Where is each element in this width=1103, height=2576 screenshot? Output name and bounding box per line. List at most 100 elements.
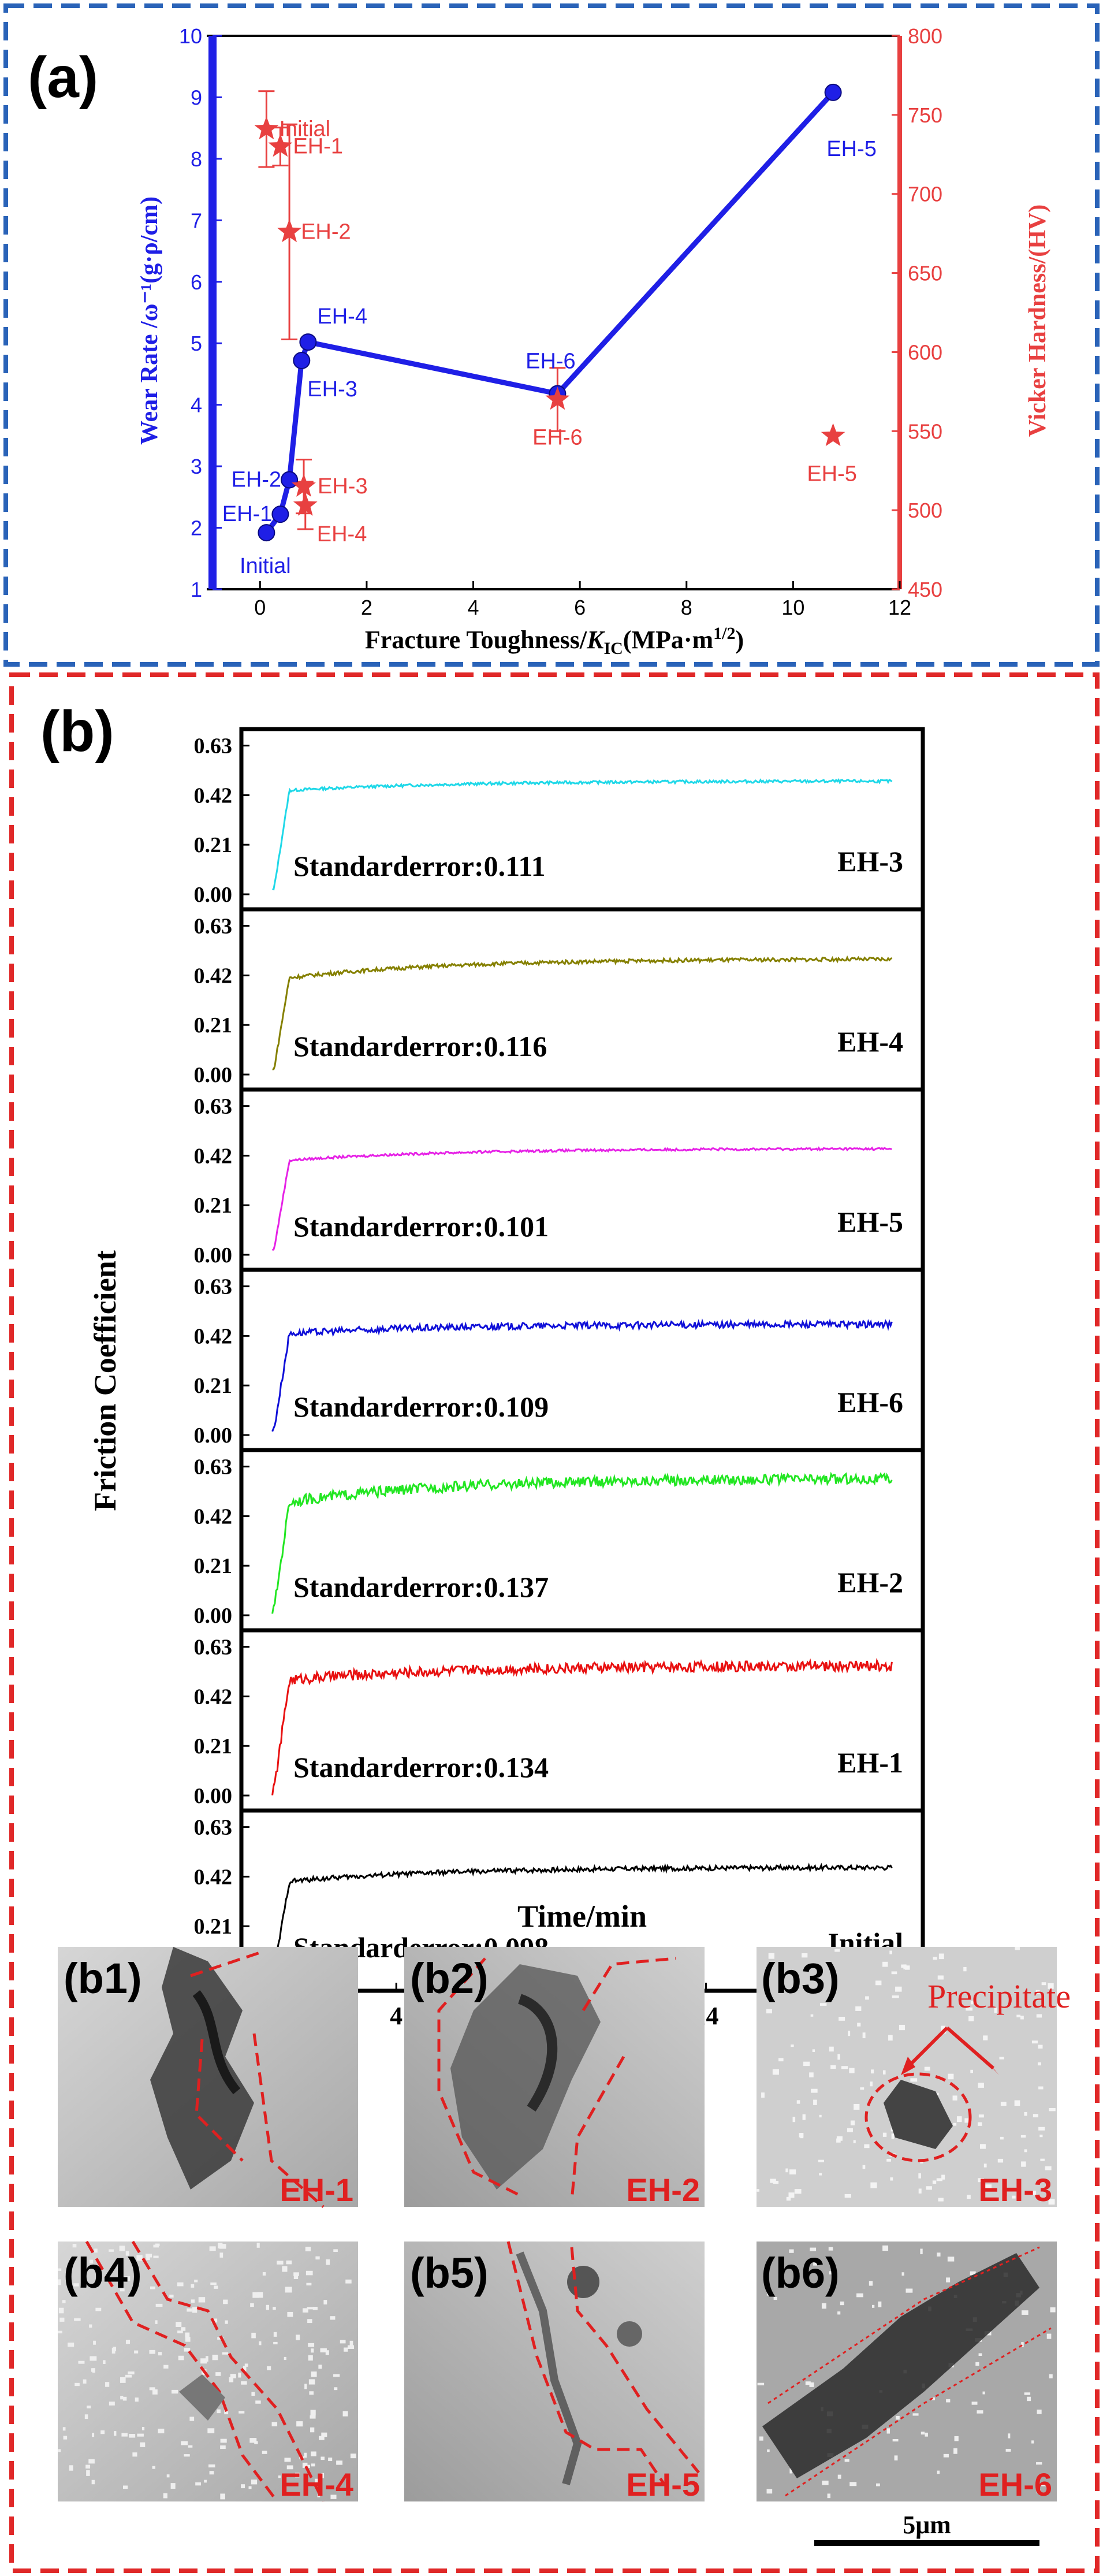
texture-dot (1036, 2489, 1041, 2493)
texture-dot (1040, 2482, 1047, 2486)
wear-point-label: EH-6 (526, 350, 576, 374)
texture-dot (87, 2405, 91, 2408)
texture-dot (946, 2399, 951, 2403)
panel-a-axes (207, 35, 902, 590)
texture-dot (295, 2473, 300, 2478)
y-tick-label-friction: 0.21 (194, 1013, 233, 1038)
texture-dot (251, 2392, 255, 2396)
texture-dot (837, 2311, 841, 2315)
texture-dot (191, 2284, 195, 2288)
stderr-label: Standarderror:0.111 (293, 850, 546, 882)
x-tick-label-a: 4 (468, 596, 479, 619)
texture-dot (896, 2416, 900, 2420)
texture-dot (62, 2300, 66, 2303)
texture-dot (344, 2347, 348, 2352)
texture-dot (785, 2168, 788, 2173)
texture-dot (210, 2282, 217, 2285)
texture-dot (1000, 2102, 1007, 2106)
texture-dot (132, 2452, 137, 2457)
y-tick-label-friction: 0.63 (194, 1275, 233, 1299)
texture-dot (810, 2247, 817, 2251)
texture-dot (1031, 2040, 1038, 2044)
panel-a-ticks: 0 2 4 6 8 10 121234567891045050055060065070075… (179, 24, 942, 619)
friction-subplot-EH-3: 0.00 0.21 0.42 0.63 Standarderror:0.111 EH-3 (194, 727, 925, 912)
texture-dot (229, 2377, 234, 2382)
texture-dot (342, 2411, 348, 2417)
texture-dot (224, 2410, 229, 2415)
texture-dot (181, 2441, 188, 2445)
texture-dot (768, 1953, 775, 1959)
texture-dot (999, 2057, 1004, 2060)
micrograph-b1: (b1) EH-1 (58, 1947, 358, 2208)
texture-dot (978, 2353, 982, 2356)
texture-dot (251, 2480, 258, 2485)
texture-dot (789, 2468, 792, 2474)
texture-dot (121, 2433, 128, 2437)
texture-dot (978, 2178, 984, 2183)
texture-dot (1036, 2014, 1042, 2018)
texture-dot (78, 2361, 85, 2364)
texture-dot (953, 2122, 957, 2126)
texture-dot (94, 2248, 98, 2253)
texture-dot (789, 2169, 796, 2174)
y-tick-label-wear: 7 (191, 209, 202, 232)
texture-dot (86, 2470, 90, 2476)
texture-dot (918, 2173, 921, 2179)
texture-dot (1050, 2307, 1056, 2313)
y-tick-label-wear: 2 (191, 516, 202, 540)
y-tick-label-wear: 1 (191, 578, 202, 601)
texture-dot (1037, 2409, 1042, 2414)
y-tick-label-wear: 4 (191, 393, 202, 417)
texture-dot (58, 2449, 61, 2452)
texture-dot (304, 2384, 307, 2389)
micrograph-b5-sample: EH-5 (626, 2466, 700, 2503)
texture-dot (273, 2332, 277, 2337)
texture-dot (311, 2348, 314, 2353)
texture-dot (241, 2484, 245, 2489)
texture-dot (125, 2251, 129, 2256)
texture-dot (73, 2283, 79, 2287)
texture-dot (317, 2494, 321, 2497)
wear-point (271, 505, 289, 523)
texture-dot (886, 2428, 890, 2434)
texture-dot (92, 2433, 95, 2437)
texture-dot (963, 1967, 967, 1972)
texture-dot (1037, 2062, 1042, 2066)
texture-dot (311, 2451, 316, 2456)
micrograph-b2-label: (b2) (410, 1954, 489, 2002)
texture-dot (1024, 2392, 1031, 2395)
y-tick-label-friction: 0.63 (194, 1816, 233, 1840)
y-tick-label-hardness: 550 (908, 419, 942, 443)
panel-a-point-labels: InitialEH-1EH-2EH-3EH-4EH-6EH-5InitialEH… (222, 117, 877, 578)
texture-dot (982, 2391, 985, 2395)
texture-dot (889, 1950, 892, 1954)
panel-b-label: (b) (40, 699, 114, 764)
texture-dot (882, 2132, 887, 2137)
texture-dot (209, 2471, 214, 2475)
texture-dot (905, 2288, 913, 2293)
texture-dot (286, 2260, 292, 2265)
texture-dot (802, 1953, 808, 1958)
texture-dot (325, 2350, 329, 2355)
texture-dot (308, 2343, 315, 2347)
texture-dot (308, 2355, 313, 2361)
texture-dot (266, 2304, 270, 2310)
texture-dot (956, 2116, 962, 2122)
precipitate-label: Precipitate (927, 1977, 1071, 2015)
texture-dot (293, 2273, 299, 2280)
texture-dot (120, 2377, 126, 2383)
micrograph-b3-sample: EH-3 (978, 2172, 1052, 2208)
stderr-label: Standarderror:0.109 (293, 1391, 549, 1423)
texture-dot (140, 2442, 146, 2447)
texture-dot (799, 2133, 804, 2138)
texture-dot (74, 2382, 80, 2387)
texture-dot (305, 2247, 311, 2251)
micrograph-b5: (b5) EH-5 (404, 2241, 705, 2503)
y-tick-label-wear: 5 (191, 332, 202, 355)
texture-dot (827, 2493, 831, 2499)
texture-dot (336, 2460, 343, 2465)
texture-dot (220, 2439, 227, 2443)
micrograph-b3-label: (b3) (761, 1954, 840, 2002)
texture-dot (918, 2188, 922, 2194)
texture-dot (105, 2382, 110, 2387)
